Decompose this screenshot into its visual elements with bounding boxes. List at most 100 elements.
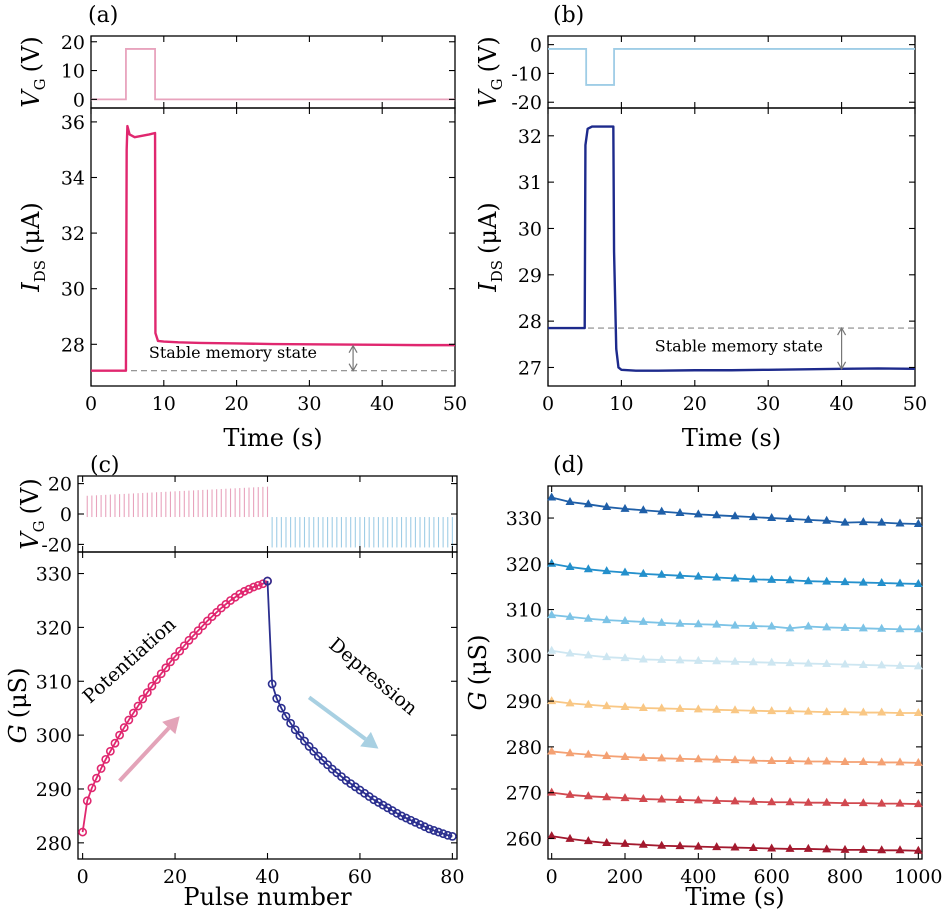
retention-ytick-label: 290	[506, 691, 542, 713]
retention-point	[583, 650, 593, 659]
conductance-point	[105, 746, 115, 756]
retention-point	[565, 789, 575, 798]
conductance-point	[318, 756, 328, 765]
retention-point	[712, 754, 722, 763]
retention-point	[693, 795, 703, 804]
retention-point	[785, 575, 795, 584]
retention-point	[803, 706, 813, 715]
current-ytick-label: 30	[518, 218, 542, 240]
conductance-point	[203, 616, 212, 626]
retention-point	[822, 844, 832, 853]
trend-arrow-shaft	[307, 695, 367, 741]
retention-point	[620, 567, 630, 576]
retention-point	[767, 621, 777, 630]
retention-point	[675, 570, 685, 579]
retention-point	[620, 838, 630, 847]
conductance-point	[147, 681, 157, 691]
conductance-point	[92, 773, 101, 783]
conductance-ytick-label: 330	[36, 564, 72, 586]
conductance-point	[119, 723, 129, 732]
conductance-point	[115, 730, 124, 740]
retention-point	[767, 706, 777, 715]
retention-point	[675, 753, 685, 762]
trend-arrow-shaft	[118, 726, 171, 783]
retention-point	[565, 748, 575, 757]
panel-label: (b)	[553, 3, 584, 28]
retention-point	[657, 617, 667, 626]
retention-ytick-label: 320	[506, 554, 542, 576]
conductance-point	[179, 641, 189, 651]
retention-point	[803, 514, 813, 523]
drain-current-axes	[90, 107, 456, 387]
conductance-point	[263, 576, 272, 586]
retention-point	[748, 796, 758, 805]
retention-point	[565, 833, 575, 842]
conductance-line	[266, 581, 453, 838]
retention-ylabel-symbol: G	[464, 691, 492, 710]
conductance-ytick-label: 290	[36, 779, 72, 801]
retention-point	[730, 842, 740, 851]
conductance-point	[323, 760, 332, 770]
retention-series-level-2	[547, 787, 923, 808]
conductance-point	[166, 657, 175, 667]
retention-point	[547, 645, 557, 654]
conductance-xtick-label: 20	[163, 866, 187, 888]
conductance-series-potentiation	[78, 576, 272, 837]
conductance-point	[161, 663, 171, 673]
retention-point	[913, 518, 923, 527]
gate-voltage-ylabel: VG (V)	[474, 36, 506, 107]
gate-voltage-ylabel: VG (V)	[17, 36, 49, 107]
retention-point	[877, 798, 887, 807]
retention-point	[675, 655, 685, 664]
gate-ytick-label: -20	[511, 92, 542, 114]
gate-voltage-ylabel-unit: (V)	[17, 36, 45, 72]
conductance-point	[82, 796, 92, 806]
retention-point	[877, 660, 887, 669]
retention-point	[712, 704, 722, 713]
retention-point	[620, 616, 630, 625]
gate-voltage-axes	[547, 35, 916, 109]
current-xtick-label: 30	[756, 393, 780, 415]
retention-point	[583, 499, 593, 508]
potentiation-annotation: Potentiation	[79, 613, 181, 708]
retention-point	[748, 705, 758, 714]
retention-point	[583, 836, 593, 845]
conductance-point	[411, 817, 420, 827]
retention-series-level-7	[547, 558, 923, 587]
retention-point	[730, 511, 740, 520]
retention-point	[712, 572, 722, 581]
gate-voltage-line	[548, 48, 915, 86]
current-ytick-label: 32	[518, 126, 542, 148]
retention-point	[858, 623, 868, 632]
retention-point	[877, 578, 887, 587]
conductance-xtick-label: 80	[440, 866, 464, 888]
retention-point	[767, 797, 777, 806]
current-xtick-label: 50	[443, 393, 467, 415]
retention-point	[803, 658, 813, 667]
current-xtick-label: 40	[370, 393, 394, 415]
retention-point	[895, 624, 905, 633]
retention-point	[803, 621, 813, 630]
drain-current-ylabel-subscript: DS	[488, 260, 506, 282]
retention-ytick-label: 260	[506, 828, 542, 850]
retention-point	[565, 562, 575, 571]
conductance-point	[443, 830, 453, 840]
retention-point	[785, 797, 795, 806]
conductance-point	[267, 679, 277, 689]
conductance-xtick-label: 60	[348, 866, 372, 888]
retention-series-level-4	[547, 696, 923, 717]
conductance-point	[184, 635, 194, 645]
conductance-point	[286, 718, 296, 728]
retention-series-level-1	[547, 831, 923, 854]
retention-point	[803, 756, 813, 765]
retention-point	[840, 622, 850, 631]
retention-point	[547, 831, 557, 840]
retention-point	[565, 648, 575, 657]
current-xtick-label: 50	[903, 393, 927, 415]
retention-point	[877, 707, 887, 716]
retention-xtick-label: 800	[827, 866, 863, 888]
conductance-ytick-label: 300	[36, 725, 72, 747]
drain-current-ylabel-unit: (μA)	[474, 202, 502, 254]
retention-point	[638, 568, 648, 577]
retention-point	[547, 558, 557, 567]
